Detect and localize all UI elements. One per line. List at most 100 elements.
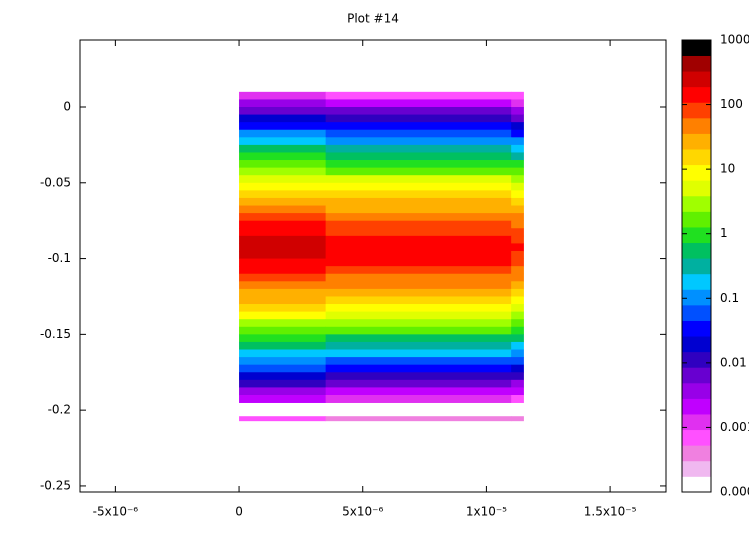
colorbar-swatch (682, 273, 711, 290)
heat-cell (325, 197, 512, 206)
heat-cell (325, 334, 512, 343)
heat-cell (239, 372, 327, 381)
heat-cell (511, 114, 524, 123)
heat-cell (239, 273, 327, 282)
heat-cell (325, 122, 512, 131)
heat-cell (511, 334, 524, 343)
heat-cell (511, 228, 524, 237)
y-tick-label: -0.2 (48, 403, 71, 417)
heat-cell (511, 394, 524, 403)
heat-cell (239, 349, 327, 358)
heat-cell (325, 341, 512, 350)
y-tick-label: 0 (63, 99, 71, 113)
heat-cell (511, 197, 524, 206)
heat-cell (239, 213, 327, 222)
heat-cell (511, 106, 524, 115)
heat-cell (511, 167, 524, 176)
colorbar-swatch (682, 117, 711, 134)
colorbar-tick-label: 10 (720, 162, 735, 176)
heat-cell (239, 250, 327, 259)
chart-title: Plot #14 (347, 12, 399, 26)
heat-cell (239, 235, 327, 244)
heat-cell (325, 129, 512, 138)
heat-cell (325, 387, 512, 396)
colorbar-swatch (682, 414, 711, 431)
heat-cell (511, 258, 524, 267)
heat-cell (325, 152, 512, 161)
colorbar-swatch (682, 71, 711, 88)
heat-cell (239, 228, 327, 237)
heat-cell (325, 114, 512, 123)
colorbar-swatch (682, 40, 711, 56)
y-tick-label: -0.1 (48, 251, 71, 265)
colorbar-swatch (682, 382, 711, 399)
colorbar-swatch (682, 445, 711, 462)
heat-cell (239, 129, 327, 138)
heat-cell (239, 197, 327, 206)
heat-cell (325, 144, 512, 153)
heat-cell (511, 205, 524, 214)
colorbar-swatch (682, 258, 711, 275)
colorbar-swatch (682, 211, 711, 228)
heat-cell (325, 228, 512, 237)
heat-cell (325, 137, 512, 146)
heat-cell (511, 122, 524, 131)
x-tick-label: 5x10⁻⁶ (342, 505, 383, 519)
heat-cell (239, 137, 327, 146)
heat-cell (325, 91, 512, 100)
heatmap (239, 91, 524, 422)
heat-cell (325, 258, 512, 267)
heat-cell (511, 296, 524, 305)
heat-cell (325, 205, 512, 214)
heat-cell (239, 326, 327, 335)
heat-cell (325, 394, 512, 403)
heat-cell (239, 379, 327, 388)
heat-cell (511, 349, 524, 358)
heat-cell (325, 106, 512, 115)
heat-cell (511, 416, 524, 422)
plot-frame (79, 39, 667, 493)
colorbar-swatch (682, 320, 711, 337)
heat-cell (511, 281, 524, 290)
heat-cell (511, 160, 524, 169)
heat-cell (325, 99, 512, 108)
heat-cell (325, 160, 512, 169)
heat-cell (239, 281, 327, 290)
y-tick-label: -0.05 (40, 175, 71, 189)
heat-cell (325, 167, 512, 176)
heat-cell (511, 266, 524, 275)
colorbar-swatch (682, 242, 711, 259)
heat-cell (511, 220, 524, 229)
heat-cell (239, 334, 327, 343)
heat-cell (325, 213, 512, 222)
colorbar-swatch (682, 289, 711, 306)
heat-cell (511, 341, 524, 350)
heat-cell (325, 273, 512, 282)
heat-cell (325, 304, 512, 313)
heat-cell (239, 288, 327, 297)
heat-cell (325, 372, 512, 381)
colorbar-frame (681, 39, 712, 493)
heat-cell (511, 175, 524, 184)
heat-cell (511, 364, 524, 373)
colorbar-tick-label: 0.1 (720, 291, 739, 305)
heat-cell (325, 364, 512, 373)
heat-cell (239, 114, 327, 123)
x-tick-label: 1.5x10⁻⁵ (584, 505, 637, 519)
heat-cell (325, 250, 512, 259)
heat-cell (511, 243, 524, 252)
colorbar-tick-label: 1000 (720, 33, 749, 47)
colorbar-tick-label: 100 (720, 97, 743, 111)
colorbar-tick-label: 1 (720, 226, 728, 240)
heat-cell (239, 341, 327, 350)
heat-cell (511, 190, 524, 199)
heat-cell (511, 273, 524, 282)
heat-cell (511, 129, 524, 138)
colorbar-swatch (682, 149, 711, 166)
heat-cell (511, 372, 524, 381)
heat-cell (325, 416, 512, 422)
heat-cell (511, 250, 524, 259)
heat-cell (511, 213, 524, 222)
